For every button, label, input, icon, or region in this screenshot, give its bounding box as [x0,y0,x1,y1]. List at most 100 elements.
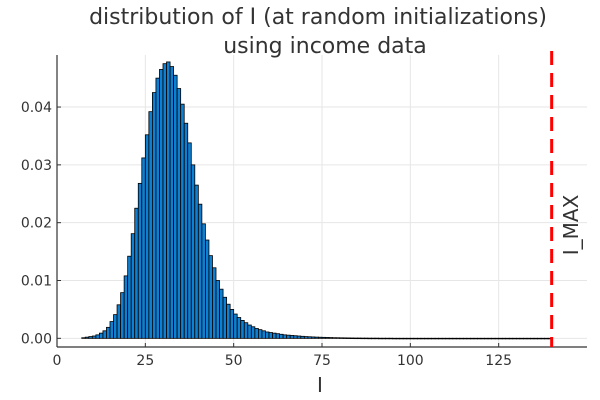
histogram-bar [233,313,238,339]
histogram-bar [229,309,235,339]
histogram-bar [106,326,111,339]
histogram-bar [363,337,369,340]
histogram-bar [353,337,358,340]
histogram-bar [282,334,288,339]
histogram-bar [250,326,256,339]
histogram-bar [201,223,206,339]
histogram-bar [268,332,273,339]
ticks: 0 25 50 75 100 125 0.00 0.01 0.02 0.03 0.04 [21,100,512,369]
histogram-bar [356,337,362,340]
histogram-bar [335,337,341,339]
y-tick-label: 0.03 [21,158,52,174]
x-axis-label: I [317,373,323,397]
histogram-bar [254,328,259,339]
x-tick-label: 25 [136,353,154,369]
histogram-bar [219,288,224,339]
histogram-bar [247,324,252,339]
histogram-bar [512,337,517,340]
histogram-bar [130,233,136,339]
histogram-bar [240,320,245,339]
histogram-bar [222,296,227,339]
histogram-bar [300,335,305,339]
histogram-bar [371,337,376,340]
chart-title-line-2: using income data [223,34,427,59]
histogram-bar [123,275,129,339]
x-tick-label: 125 [485,353,512,369]
histogram-bar [204,239,210,339]
histogram-bar [480,337,485,340]
y-tick-label: 0.01 [21,274,52,290]
histogram-bar [257,329,263,339]
histogram-bar [296,335,302,339]
histogram-bar [134,207,139,339]
histogram-bar [279,333,284,339]
y-tick-label: 0.04 [21,100,52,116]
histogram-bar [318,336,323,339]
histogram-bar [265,331,270,339]
histogram-bar [102,330,107,339]
histogram-bar [438,337,443,340]
histogram-bar [286,334,291,339]
histogram-bar [530,337,535,340]
histogram-bar [484,337,489,340]
histogram-bar [448,337,454,340]
histogram-bar [289,335,295,339]
histogram-bar [367,337,372,340]
histogram-bar [526,337,531,340]
histogram-bar [473,337,478,340]
histogram-bar [360,337,365,340]
histogram-bar [537,337,542,340]
histogram-bar [477,337,482,340]
histogram-bar [406,337,411,340]
histogram-bar [95,334,100,339]
histogram-bar [494,337,500,340]
histogram-bar [399,337,404,340]
histogram-bar [137,182,143,339]
histogram-bar [501,337,507,340]
histogram-bar [208,255,213,339]
histogram-bar [505,337,510,340]
histogram-bar [310,336,316,339]
histogram-bar [236,317,242,339]
histogram-bar [321,336,326,339]
histogram-bar [127,255,132,339]
histogram-bar [190,164,196,339]
histogram-bar [441,337,447,340]
histogram-bar [166,61,171,339]
histogram-bar [395,337,401,340]
histogram-bar [420,337,425,340]
histogram-bar [162,63,167,339]
histogram-bar [88,336,93,339]
histogram-bar [197,203,203,339]
chart-title-line-1: distribution of I (at random initializat… [89,5,547,30]
x-tick-label: 0 [53,353,62,369]
histogram-bar [445,337,450,340]
histogram-bar [544,337,549,340]
histogram-bar [491,337,496,340]
histogram-bar [533,337,538,340]
histogram-bar [243,322,249,339]
histogram-bar [212,267,217,339]
histogram-bar [183,122,189,339]
histogram-bar [81,337,86,339]
histogram-bar [515,337,521,340]
histogram-bar [303,336,309,339]
histogram-bar [148,111,153,339]
histogram-bar [116,304,121,339]
histogram-bar [332,337,337,339]
histogram-bar [402,337,408,340]
histogram-bar [455,337,461,340]
histogram-bar [385,337,390,340]
histogram-bar [434,337,440,340]
histogram-bar [328,337,334,339]
histogram-bar [409,337,415,340]
x-tick-label: 100 [397,353,424,369]
histogram-bar [459,337,464,340]
histogram-bar [374,337,379,340]
histogram-bar [293,335,298,339]
histogram-bar [272,332,277,339]
histogram-bar [91,335,97,339]
histogram-bar [180,103,185,339]
histogram-bar [215,280,220,339]
